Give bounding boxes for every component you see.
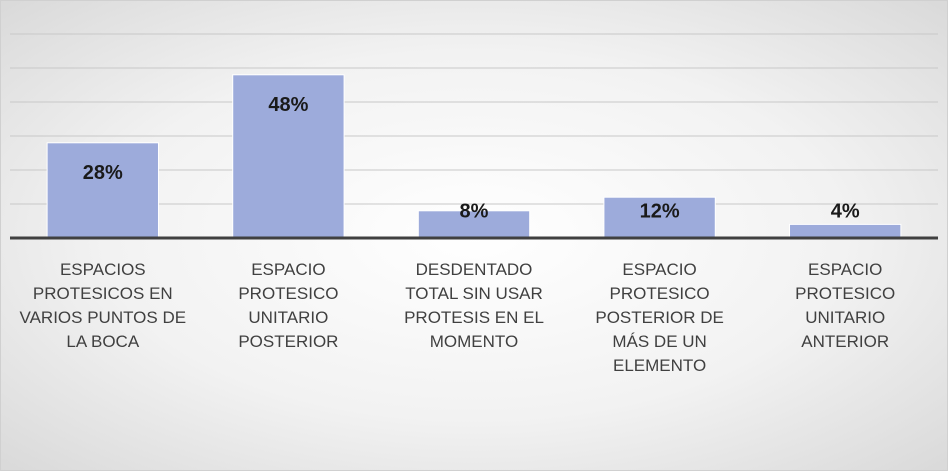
bar bbox=[46, 142, 159, 239]
x-tick-label: DESDENTADO TOTAL SIN USAR PROTESIS EN EL… bbox=[404, 260, 544, 351]
data-label: 12% bbox=[640, 200, 680, 222]
data-label: 4% bbox=[831, 200, 860, 222]
x-tick-label: ESPACIO PROTESICO UNITARIO ANTERIOR bbox=[795, 260, 896, 351]
data-label: 28% bbox=[83, 162, 123, 184]
x-tick-label: ESPACIOS PROTESICOS EN VARIOS PUNTOS DE … bbox=[19, 260, 187, 351]
x-tick-label: ESPACIO PROTESICO UNITARIO POSTERIOR bbox=[238, 260, 339, 351]
data-label: 48% bbox=[268, 94, 308, 116]
data-label: 8% bbox=[460, 200, 489, 222]
x-tick-label: ESPACIO PROTESICO POSTERIOR DE MÁS DE UN… bbox=[595, 260, 724, 375]
bar bbox=[789, 223, 902, 239]
bar bbox=[417, 210, 531, 239]
bar bbox=[603, 196, 716, 239]
